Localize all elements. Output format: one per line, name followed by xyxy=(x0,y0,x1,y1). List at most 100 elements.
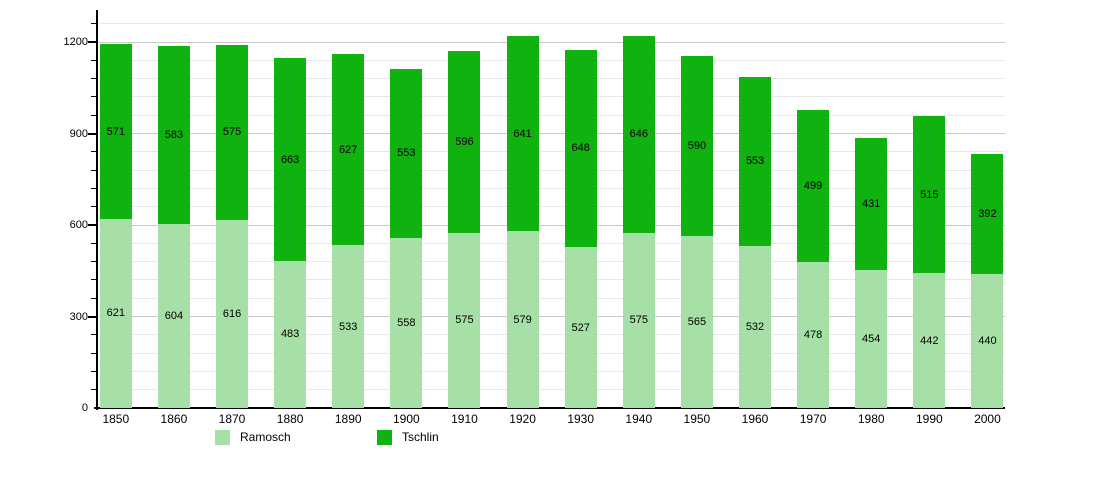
gridline-minor xyxy=(99,151,1005,153)
bar-segment-ramosch-1880 xyxy=(274,260,307,408)
legend-swatch-ramosch xyxy=(215,430,230,445)
bar-value-tschlin-1980: 431 xyxy=(862,197,881,210)
bar-segment-tschlin-1920 xyxy=(506,35,539,232)
y-axis-minor-tick xyxy=(91,242,96,244)
bar-value-ramosch-1990: 442 xyxy=(920,334,939,347)
y-axis-minor-tick xyxy=(91,279,96,281)
legend-label-ramosch: Ramosch xyxy=(240,430,291,444)
legend-label-tschlin: Tschlin xyxy=(402,430,439,444)
bar-value-ramosch-1950: 565 xyxy=(687,315,707,328)
bar-segment-ramosch-1940 xyxy=(622,232,655,408)
x-axis-tick-label-1950: 1950 xyxy=(683,412,711,426)
gridline-minor xyxy=(99,96,1005,98)
y-axis-major-tick xyxy=(88,41,96,43)
bar-segment-tschlin-1960 xyxy=(739,77,771,246)
bar-segment-tschlin-1980 xyxy=(855,138,888,270)
bar-value-ramosch-1960: 532 xyxy=(745,320,765,333)
bar-segment-ramosch-1970 xyxy=(797,262,830,408)
bar-segment-ramosch-1950 xyxy=(680,235,713,408)
bar-segment-tschlin-1950 xyxy=(680,55,713,236)
gridline-minor xyxy=(99,334,1005,336)
x-axis-tick-label-1930: 1930 xyxy=(567,412,595,426)
bar-segment-tschlin-1890 xyxy=(332,54,365,246)
bar-value-tschlin-1900: 553 xyxy=(397,147,416,160)
gridline-minor xyxy=(99,389,1005,391)
y-axis-major-tick xyxy=(88,224,96,226)
y-axis-minor-tick xyxy=(91,261,96,263)
y-axis-minor-tick xyxy=(91,169,96,171)
gridline-minor xyxy=(99,370,1005,372)
bar-value-ramosch-1930: 527 xyxy=(571,321,590,334)
bar-value-ramosch-1920: 579 xyxy=(513,313,532,326)
gridline-major xyxy=(99,224,1005,226)
bar-segment-tschlin-2000 xyxy=(971,154,1004,274)
bar-segment-ramosch-1960 xyxy=(739,245,771,408)
bar-value-ramosch-1980: 454 xyxy=(862,332,881,345)
legend-swatch-tschlin xyxy=(377,430,392,445)
bar-value-tschlin-1920: 641 xyxy=(513,127,532,140)
y-axis-tick-label: 300 xyxy=(69,310,88,323)
y-axis-tick-label: 0 xyxy=(81,402,88,414)
gridline-minor xyxy=(99,261,1005,263)
gridline-minor xyxy=(99,242,1005,244)
gridline-minor xyxy=(99,169,1005,171)
y-axis-minor-tick xyxy=(91,334,96,336)
x-axis-tick-label-1900: 1900 xyxy=(392,412,420,426)
bar-segment-tschlin-1930 xyxy=(564,49,597,248)
x-axis-tick-label-1870: 1870 xyxy=(218,412,246,426)
gridline-minor xyxy=(99,297,1005,299)
gridline-major xyxy=(99,316,1005,317)
gridline-minor xyxy=(99,59,1005,61)
y-axis-tick-label: 600 xyxy=(69,219,88,231)
bar-segment-tschlin-1910 xyxy=(448,50,481,233)
y-axis-minor-tick xyxy=(91,352,96,354)
y-axis-minor-tick xyxy=(91,370,96,372)
bar-segment-ramosch-1870 xyxy=(216,220,249,408)
y-axis-minor-tick xyxy=(91,96,96,98)
x-axis-tick-label-1920: 1920 xyxy=(509,412,536,426)
bar-value-ramosch-1910: 575 xyxy=(455,314,474,327)
bar-value-ramosch-1940: 575 xyxy=(629,314,648,327)
gridline-major xyxy=(99,41,1005,43)
bar-segment-tschlin-1870 xyxy=(216,44,249,221)
bar-value-ramosch-2000: 440 xyxy=(978,334,997,347)
bar-value-ramosch-1890: 533 xyxy=(339,320,358,333)
bar-segment-ramosch-1860 xyxy=(157,223,190,408)
bar-segment-tschlin-1990 xyxy=(913,116,946,274)
y-axis-major-tick xyxy=(88,132,96,135)
y-axis-minor-tick xyxy=(91,151,96,153)
x-axis-tick-label-1980: 1980 xyxy=(857,412,885,426)
bar-segment-ramosch-1900 xyxy=(390,237,423,408)
gridline-minor xyxy=(99,352,1005,354)
bar-segment-tschlin-1970 xyxy=(797,110,830,263)
x-axis-tick-label-2000: 2000 xyxy=(974,412,1001,426)
y-axis-minor-tick xyxy=(91,187,96,189)
bar-value-ramosch-1870: 616 xyxy=(222,308,242,321)
bar-segment-tschlin-1880 xyxy=(274,58,307,261)
bar-segment-tschlin-1940 xyxy=(622,35,655,233)
y-axis-line xyxy=(96,10,98,410)
bar-value-tschlin-1930: 648 xyxy=(571,142,590,155)
x-axis-tick-label-1990: 1990 xyxy=(915,412,943,426)
bar-segment-ramosch-1890 xyxy=(332,245,365,408)
bar-value-tschlin-1950: 590 xyxy=(687,139,707,152)
gridline-major xyxy=(99,133,1005,134)
bar-segment-ramosch-1920 xyxy=(506,231,539,408)
x-axis-tick-label-1960: 1960 xyxy=(741,412,769,426)
bar-value-tschlin-1910: 596 xyxy=(455,135,474,148)
bar-value-ramosch-1970: 478 xyxy=(803,329,823,342)
bar-segment-ramosch-2000 xyxy=(971,273,1004,408)
bar-value-tschlin-1940: 646 xyxy=(629,128,648,141)
bar-segment-tschlin-1850 xyxy=(99,44,132,219)
x-axis-tick-label-1860: 1860 xyxy=(160,412,188,426)
bar-segment-ramosch-1910 xyxy=(448,232,481,408)
bar-segment-tschlin-1900 xyxy=(390,69,423,238)
bar-value-tschlin-1970: 499 xyxy=(803,180,823,193)
bar-value-tschlin-1960: 553 xyxy=(745,155,765,168)
bar-value-ramosch-1860: 604 xyxy=(164,309,184,322)
x-axis-tick-label-1890: 1890 xyxy=(334,412,362,426)
bar-value-tschlin-1890: 627 xyxy=(339,143,358,156)
x-axis-tick-label-1970: 1970 xyxy=(799,412,827,426)
x-axis-tick-label-1940: 1940 xyxy=(625,412,653,426)
